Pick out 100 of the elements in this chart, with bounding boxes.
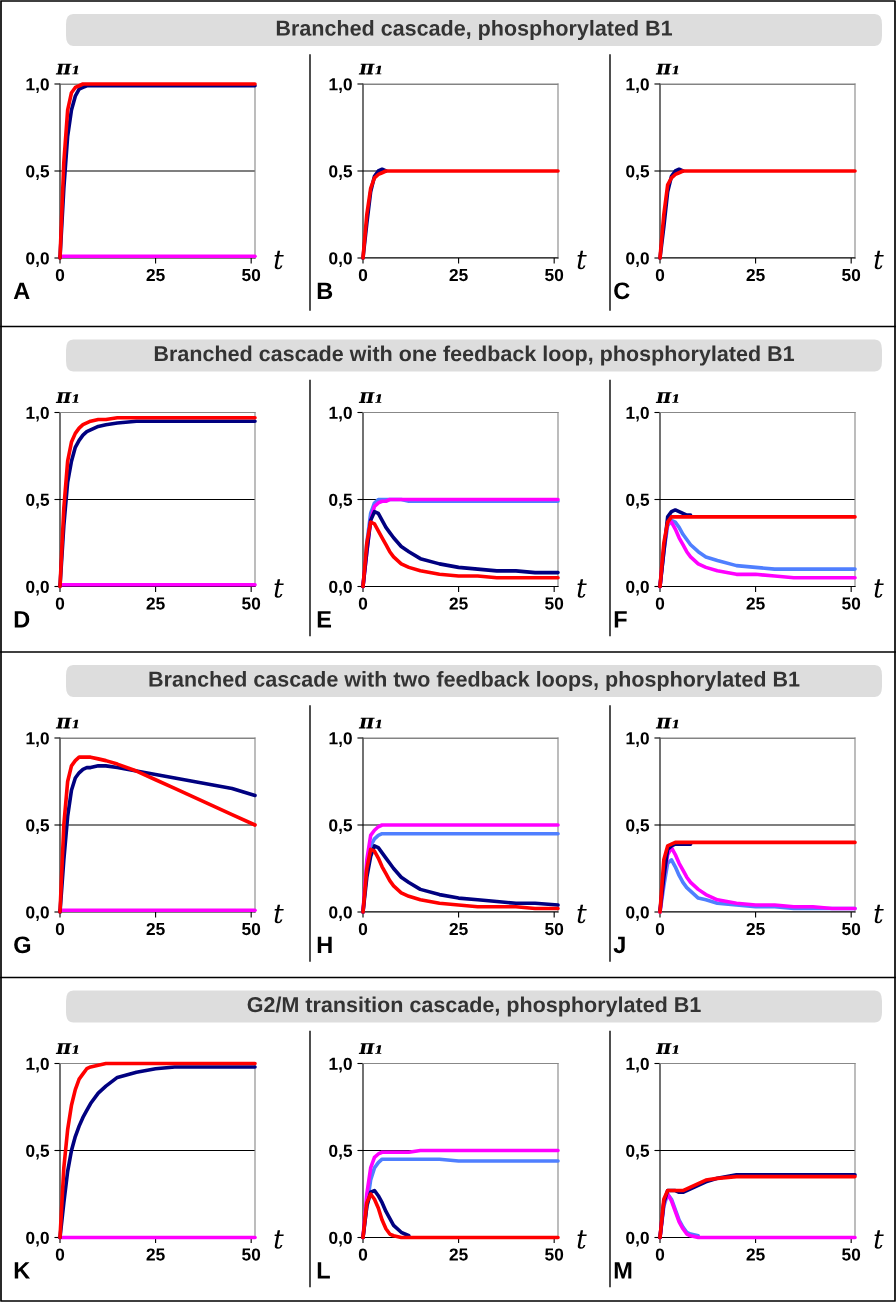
x-tick-label: 0	[55, 268, 65, 282]
y-tick-label: 1,0	[26, 78, 49, 93]
x-tick-label: 25	[146, 922, 165, 936]
chart-title: Branched cascade, phosphorylated B1	[276, 19, 673, 41]
text: K	[14, 1262, 31, 1279]
text: M	[614, 1262, 632, 1279]
text: H	[317, 936, 332, 953]
x-tick-label: 25	[449, 268, 468, 282]
text: D	[14, 611, 30, 628]
y-tick-label: 0,5	[626, 165, 650, 180]
chart-title: Branched cascade with two feedback loops, phosphorylated B1	[149, 670, 800, 692]
x-tick-label: 0	[358, 1248, 368, 1261]
y-tick-label: 0,5	[626, 1144, 650, 1160]
y-tick-label: 0,0	[626, 252, 649, 267]
x-tick-label: 0	[358, 597, 368, 610]
y-tick-label: 0,5	[329, 493, 353, 509]
chart-title: G2/M transition cascade, phosphorylated B1	[247, 996, 701, 1017]
x-axis-title: t	[577, 579, 587, 598]
x-tick-label: 25	[449, 922, 468, 936]
x-axis-title: t	[577, 904, 587, 924]
y-tick-label: 0,0	[329, 906, 352, 921]
y-axis-title: π₁	[358, 717, 382, 729]
y-tick-label: 1,0	[26, 732, 49, 747]
x-tick-label: 0	[655, 922, 665, 936]
y-tick-label: 0,0	[329, 252, 352, 267]
x-axis-title: t	[874, 1230, 884, 1249]
y-tick-label: 1,0	[329, 406, 352, 422]
x-tick-label: 50	[545, 922, 564, 936]
y-axis-title: π₁	[55, 1043, 79, 1054]
x-axis-title: t	[274, 579, 284, 598]
y-tick-label: 1,0	[329, 78, 352, 93]
y-axis-title: π₁	[655, 1043, 679, 1054]
y-axis-title: π₁	[655, 392, 679, 403]
x-tick-label: 25	[746, 268, 765, 282]
x-axis-title: t	[577, 250, 587, 270]
text: A	[13, 282, 30, 299]
y-tick-label: 0,5	[329, 819, 353, 834]
y-tick-label: 0,0	[626, 580, 649, 596]
x-tick-label: 25	[746, 1248, 765, 1261]
x-tick-label: 50	[545, 597, 564, 610]
x-tick-label: 25	[746, 922, 765, 936]
x-axis-title: t	[874, 579, 884, 598]
text: B	[317, 282, 333, 299]
y-tick-label: 0,0	[26, 580, 49, 596]
x-axis-title: t	[274, 904, 284, 924]
y-axis-title: π₁	[655, 63, 679, 75]
x-axis-title: t	[874, 904, 884, 924]
y-tick-label: 0,5	[329, 1144, 353, 1160]
text: J	[613, 936, 625, 954]
x-tick-label: 50	[545, 268, 564, 282]
x-tick-label: 0	[358, 922, 368, 936]
text: E	[317, 611, 332, 628]
y-tick-label: 1,0	[26, 1057, 49, 1073]
x-axis-title: t	[274, 250, 284, 270]
x-tick-label: 0	[55, 922, 65, 936]
x-tick-label: 0	[655, 597, 665, 610]
x-tick-label: 25	[146, 597, 165, 610]
x-tick-label: 50	[842, 1248, 861, 1261]
y-tick-label: 0,0	[329, 580, 352, 596]
text: F	[614, 611, 627, 628]
y-tick-label: 1,0	[626, 1057, 649, 1073]
y-axis-title: π₁	[358, 392, 382, 403]
text: L	[317, 1262, 330, 1279]
y-tick-label: 0,0	[626, 1231, 649, 1247]
y-tick-label: 0,5	[329, 165, 353, 180]
y-tick-label: 0,0	[329, 1231, 352, 1247]
chart-title: Branched cascade with one feedback loop, phosphorylated B1	[154, 345, 795, 366]
x-axis-title: t	[577, 1230, 587, 1249]
x-tick-label: 0	[55, 1248, 65, 1261]
y-axis-title: π₁	[55, 392, 79, 403]
x-tick-label: 0	[358, 268, 368, 282]
x-tick-label: 50	[242, 268, 261, 282]
x-tick-label: 50	[842, 597, 861, 610]
x-tick-label: 25	[146, 1248, 165, 1261]
y-tick-label: 0,0	[26, 906, 49, 921]
x-tick-label: 50	[242, 922, 261, 936]
x-tick-label: 25	[146, 268, 165, 282]
x-tick-label: 25	[746, 597, 765, 610]
y-tick-label: 1,0	[329, 732, 352, 747]
y-tick-label: 0,5	[26, 819, 50, 834]
y-tick-label: 1,0	[626, 78, 649, 93]
text: C	[614, 282, 630, 300]
y-tick-label: 0,5	[26, 493, 50, 509]
x-tick-label: 25	[449, 597, 468, 610]
x-tick-label: 0	[655, 268, 665, 282]
y-axis-title: π₁	[55, 717, 79, 729]
x-tick-label: 50	[842, 922, 861, 936]
y-axis-title: π₁	[358, 63, 382, 75]
y-tick-label: 0,0	[26, 252, 49, 267]
y-tick-label: 0,0	[26, 1231, 49, 1247]
x-tick-label: 50	[242, 1248, 261, 1261]
y-tick-label: 1,0	[26, 406, 49, 422]
y-axis-title: π₁	[55, 63, 79, 75]
y-tick-label: 0,5	[626, 493, 650, 509]
y-tick-label: 1,0	[626, 406, 649, 422]
y-tick-label: 0,0	[626, 906, 649, 921]
y-axis-title: π₁	[358, 1043, 382, 1054]
x-axis-title: t	[274, 1230, 284, 1249]
y-tick-label: 0,5	[626, 819, 650, 834]
y-axis-title: π₁	[655, 717, 679, 729]
